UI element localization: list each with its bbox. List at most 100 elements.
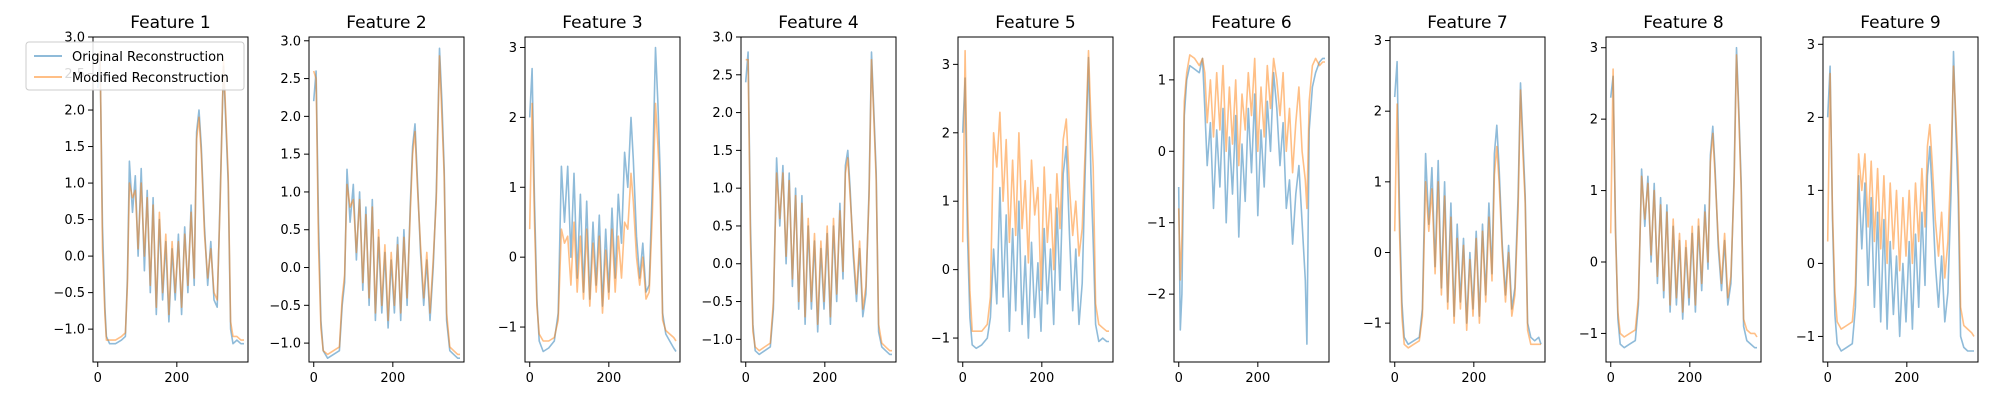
y-tick-label: 2.0	[712, 106, 733, 121]
panel-title: Feature 6	[1211, 13, 1291, 33]
y-tick-label: 1.0	[712, 182, 733, 197]
y-tick-label: 3	[1807, 38, 1815, 53]
axes-frame	[1822, 36, 1979, 363]
panel-1: Feature 1−1.0−0.50.00.51.01.52.02.53.002…	[53, 13, 249, 386]
y-tick-label: 2.5	[712, 68, 733, 83]
y-tick-label: 2	[509, 111, 517, 126]
panel-7: Feature 7 −1 0 1 2 3 0 200	[1363, 13, 1546, 386]
y-tick-label: 0.5	[64, 213, 85, 228]
y-tick-label: −1	[1579, 327, 1598, 342]
y-tick-label: 3.0	[280, 34, 301, 49]
x-tick-label: 200	[164, 371, 189, 386]
y-tick-label: 0.0	[280, 261, 301, 276]
y-tick-label: −0.5	[701, 295, 733, 310]
legend-frame	[25, 41, 245, 91]
y-tick-label: −0.5	[53, 286, 85, 301]
axes-frame	[1389, 36, 1546, 363]
axes-frame	[1605, 36, 1762, 363]
x-tick-label: 0	[1175, 371, 1183, 386]
y-tick-label: 1	[1158, 73, 1166, 88]
axes-frame	[957, 36, 1114, 363]
y-tick-label: 2.0	[280, 110, 301, 125]
y-tick-label: −1	[1363, 317, 1382, 332]
y-tick-label: 2.5	[280, 72, 301, 87]
panel-9: Feature 9 −1 0 1 2 3 0 200	[1796, 13, 1979, 386]
panel-title: Feature 1	[130, 13, 210, 33]
panel-title: Feature 8	[1643, 13, 1723, 33]
axes-frame	[308, 36, 465, 363]
x-tick-label: 0	[959, 371, 967, 386]
panel-title: Feature 2	[346, 13, 426, 33]
y-tick-label: 0.5	[712, 219, 733, 234]
y-tick-label: 0	[1807, 257, 1815, 272]
series-line-modified	[1609, 54, 1758, 338]
y-tick-label: −1	[1796, 330, 1815, 345]
panel-title: Feature 5	[995, 13, 1075, 33]
series-line-modified	[745, 58, 892, 352]
panel-title: Feature 9	[1860, 13, 1940, 33]
y-tick-label: 0.0	[712, 257, 733, 272]
panel-8: Feature 8 −1 0 1 2 3 0 200	[1579, 13, 1762, 386]
axes-frame	[740, 36, 897, 363]
y-tick-label: 2	[942, 126, 950, 141]
axes-frame	[92, 36, 249, 363]
series-line-modified	[1177, 54, 1325, 281]
y-tick-label: 2	[1590, 113, 1598, 128]
y-tick-label: 0	[1158, 145, 1166, 160]
y-tick-label: 1.0	[64, 177, 85, 192]
y-tick-label: 1	[1590, 184, 1598, 199]
x-tick-label: 0	[742, 371, 750, 386]
y-tick-label: −1.0	[701, 333, 733, 348]
y-tick-label: 3	[942, 58, 950, 73]
plot-area	[1174, 37, 1329, 362]
y-tick-label: −1	[931, 332, 950, 347]
x-tick-label: 200	[812, 371, 837, 386]
y-tick-label: −1	[498, 321, 517, 336]
panel-5: Feature 5 −1 0 1 2 3 0 200	[931, 13, 1114, 386]
x-tick-label: 200	[1461, 371, 1486, 386]
legend-label-original: Original Reconstruction	[72, 50, 224, 65]
y-tick-label: −1.0	[53, 323, 85, 338]
panel-title: Feature 4	[778, 13, 858, 33]
y-tick-label: −0.5	[269, 299, 301, 314]
y-tick-label: 1	[942, 195, 950, 210]
panel-6: Feature 6 −2 −1 0 1 0 200	[1147, 13, 1330, 386]
x-tick-label: 200	[1894, 371, 1919, 386]
y-tick-label: 1.0	[280, 185, 301, 200]
y-tick-label: 2	[1807, 111, 1815, 126]
y-tick-label: 1	[1374, 175, 1382, 190]
x-tick-label: 200	[380, 371, 405, 386]
panel-title: Feature 3	[562, 13, 642, 33]
x-tick-label: 200	[1245, 371, 1270, 386]
y-tick-label: 3.0	[712, 31, 733, 46]
y-tick-label: 1	[1807, 184, 1815, 199]
y-tick-label: 1	[509, 181, 517, 196]
series-line-modified	[96, 50, 244, 341]
series-line-modified	[312, 55, 460, 356]
x-tick-label: 0	[94, 371, 102, 386]
series-line-modified	[1826, 65, 1975, 337]
panel-title: Feature 7	[1427, 13, 1507, 33]
y-tick-label: −1	[1147, 216, 1166, 231]
y-tick-label: 2.0	[64, 104, 85, 119]
y-tick-label: 3	[1590, 41, 1598, 56]
y-tick-label: 0	[942, 263, 950, 278]
panel-2: Feature 2 −1.0 −0.5 0.0 0.5 1.0 1.5 2.0 2.5 3.0 0 2…	[269, 13, 465, 386]
x-tick-label: 0	[1391, 371, 1399, 386]
x-tick-label: 0	[526, 371, 534, 386]
y-tick-label: 1.5	[712, 144, 733, 159]
y-tick-label: 0	[509, 251, 517, 266]
x-tick-label: 200	[1029, 371, 1054, 386]
legend-label-modified: Modified Reconstruction	[72, 71, 229, 86]
x-tick-label: 0	[1607, 371, 1615, 386]
y-tick-label: 0.5	[280, 223, 301, 238]
y-tick-label: 0	[1374, 246, 1382, 261]
series-line-modified	[961, 49, 1109, 332]
panel-3: Feature 3 −1 0 1 2 3 0 200	[498, 13, 681, 386]
y-tick-label: −1.0	[269, 337, 301, 352]
panels: Feature 1 −1.0 −0.5 0.0 0.5 1.0 1.5 2.0 2.5 3.0 0 2…	[53, 13, 1979, 386]
y-tick-label: 0.0	[64, 250, 85, 265]
y-tick-label: 3	[1374, 34, 1382, 49]
series-line-modified	[528, 102, 677, 342]
